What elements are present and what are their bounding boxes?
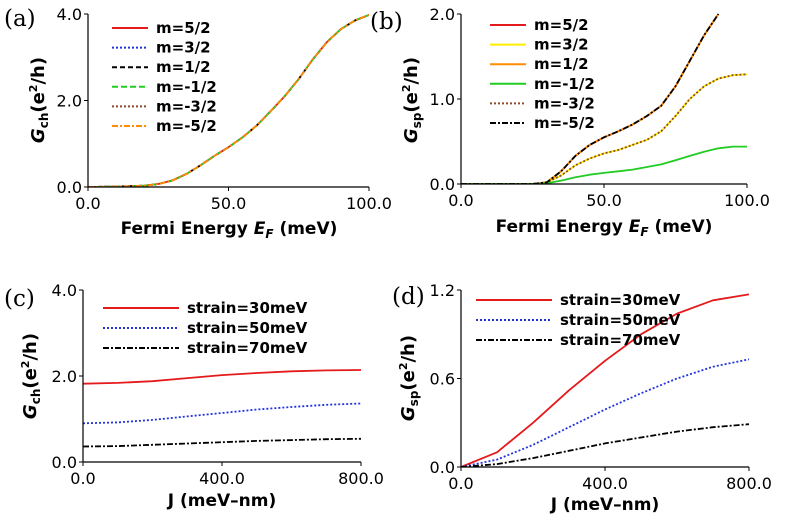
y-tick-label: 2.0 <box>57 92 82 111</box>
panel-letter-b: (b) <box>370 9 403 35</box>
y-tick-label: 0.6 <box>430 370 455 389</box>
legend: m=5/2 m=3/2m=1/2 m=-1/2m=-3/2 m=-5/2 <box>112 19 217 135</box>
series-group <box>88 14 369 187</box>
x-tick-label: 50.0 <box>211 194 247 213</box>
x-tick-label: 800.0 <box>338 469 384 488</box>
legend-label-4: m=-3/2 <box>534 94 595 112</box>
y-tick-label: 1.0 <box>430 90 455 109</box>
panel-letter-d: (d) <box>392 284 425 310</box>
legend-label-1: strain=50meV <box>187 319 308 337</box>
legend-label-0: strain=30meV <box>560 291 681 309</box>
legend-label-0: m=5/2 <box>534 16 589 34</box>
series-line-0 <box>461 293 749 467</box>
legend-label-2: strain=70meV <box>187 339 308 357</box>
y-tick-label: 4.0 <box>57 5 82 24</box>
panel-letter-a: (a) <box>4 6 36 32</box>
legend-label-4: m=-3/2 <box>156 97 217 115</box>
x-axis-label: Fermi Energy EF (meV) <box>496 217 713 239</box>
legend: strain=30meV strain=50meV strain=70meV <box>476 291 681 349</box>
x-tick-label: 400.0 <box>582 474 628 493</box>
series-line-2 <box>461 423 749 467</box>
y-tick-label: 0.0 <box>57 178 82 197</box>
series-line-2 <box>88 14 369 187</box>
panel-letter-c: (c) <box>4 286 35 312</box>
y-axis-label: Gch(e2/h) <box>27 57 51 143</box>
legend: m=5/2 m=3/2m=1/2 m=-1/2m=-3/2 m=-5/2 <box>490 16 595 132</box>
legend-label-3: m=-1/2 <box>534 75 595 93</box>
x-tick-label: 50.0 <box>586 191 622 210</box>
legend-label-1: strain=50meV <box>560 311 681 329</box>
series-line-5 <box>88 14 369 187</box>
series-line-4 <box>88 14 369 187</box>
y-tick-label: 1.2 <box>430 281 455 300</box>
x-axis-label: J (meV–nm) <box>167 491 277 511</box>
legend-label-3: m=-1/2 <box>156 78 217 96</box>
x-tick-label: 400.0 <box>199 469 245 488</box>
y-axis-label: Gch(e2/h) <box>19 333 43 419</box>
legend-label-2: m=1/2 <box>156 58 211 76</box>
x-tick-label: 0.0 <box>70 469 95 488</box>
legend-label-5: m=-5/2 <box>156 117 217 135</box>
y-tick-label: 0.0 <box>430 175 455 194</box>
series-line-2 <box>83 437 361 448</box>
series-group <box>461 293 749 467</box>
series-group <box>461 13 747 184</box>
x-axis-label: Fermi Energy EF (meV) <box>121 219 338 241</box>
panel-a: 0.0 50.0 100.0 0.0 2.0 4.0 Fermi Energy EF (me… <box>27 5 392 241</box>
x-tick-label: 0.0 <box>448 191 473 210</box>
series-group <box>83 369 361 448</box>
y-tick-label: 2.0 <box>430 5 455 24</box>
series-line-1 <box>88 14 369 187</box>
y-tick-label: 2.0 <box>52 367 77 386</box>
series-line-0 <box>88 14 369 187</box>
legend-label-5: m=-5/2 <box>534 114 595 132</box>
legend-label-0: strain=30meV <box>187 299 308 317</box>
series-line-3 <box>461 145 747 184</box>
legend-label-2: m=1/2 <box>534 55 589 73</box>
series-line-0 <box>83 369 361 385</box>
series-line-1 <box>461 73 747 184</box>
series-line-5 <box>461 13 720 184</box>
series-line-1 <box>83 402 361 425</box>
y-tick-label: 0.0 <box>52 453 77 472</box>
x-tick-label: 800.0 <box>726 474 772 493</box>
series-line-4 <box>461 73 747 184</box>
legend: strain=30meV strain=50meV strain=70meV <box>103 299 308 357</box>
y-tick-label: 4.0 <box>52 281 77 300</box>
legend-label-1: m=3/2 <box>534 36 589 54</box>
legend-label-2: strain=70meV <box>560 331 681 349</box>
legend-label-0: m=5/2 <box>156 19 211 37</box>
y-tick-label: 0.0 <box>430 458 455 477</box>
x-tick-label: 100.0 <box>724 191 770 210</box>
series-line-1 <box>461 358 749 467</box>
panel-c: 0.0 400.0 800.0 0.0 2.0 4.0 J (meV–nm) Gch(e2/h… <box>19 281 384 511</box>
x-axis-label: J (meV–nm) <box>550 495 660 515</box>
panel-b: 0.0 50.0 100.0 0.0 1.0 2.0 Fermi Energy EF (me… <box>400 5 770 239</box>
x-tick-label: 0.0 <box>75 194 100 213</box>
series-line-3 <box>88 14 369 187</box>
x-tick-label: 0.0 <box>448 474 473 493</box>
y-axis-label: Gsp(e2/h) <box>397 335 421 421</box>
legend-label-1: m=3/2 <box>156 39 211 57</box>
y-axis-label: Gsp(e2/h) <box>400 57 424 143</box>
x-tick-label: 100.0 <box>346 194 392 213</box>
panel-d: 0.0 400.0 800.0 0.0 0.6 1.2 J (meV–nm) Gsp(e2/h… <box>397 281 772 515</box>
